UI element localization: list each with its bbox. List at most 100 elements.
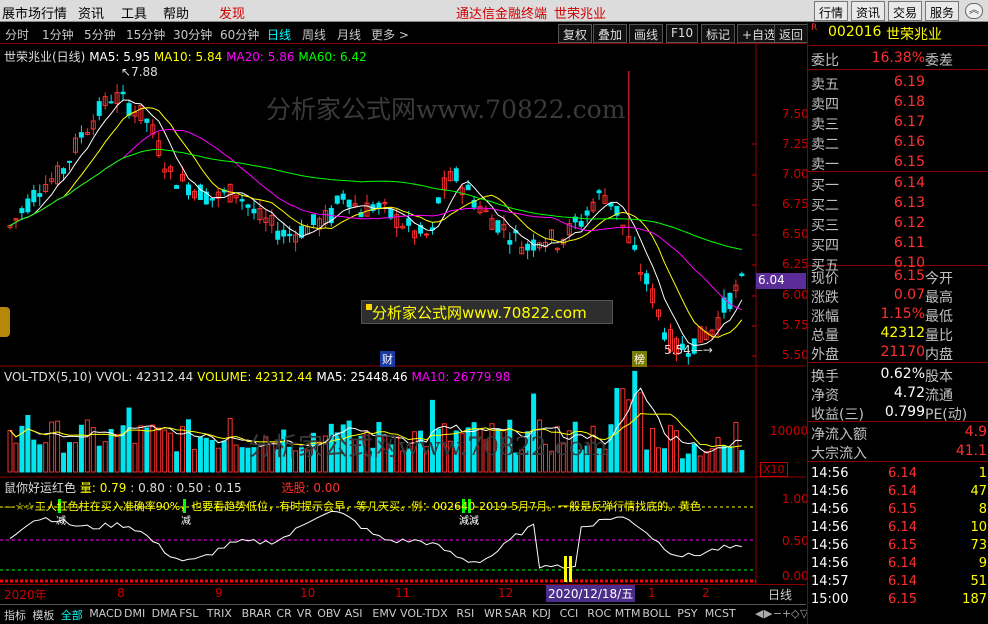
overlay-button[interactable]: 叠加 <box>593 24 628 43</box>
sell-level-row[interactable]: 卖一 6.15 <box>808 153 988 173</box>
stat-row: 总量 42312 量比 <box>808 324 988 344</box>
scroll-left-icon[interactable]: ◀ <box>755 607 764 620</box>
tab-more[interactable]: 更多 > <box>371 28 409 42</box>
event-rank-badge[interactable]: 榜 <box>632 351 647 367</box>
candle-body <box>650 288 656 304</box>
tab-15min[interactable]: 15分钟 <box>126 28 166 42</box>
volume-bar <box>638 392 644 473</box>
event-finance-badge[interactable]: 财 <box>380 351 395 367</box>
indicator-tab[interactable]: BOLL <box>642 607 671 620</box>
quote-button[interactable]: 行情 <box>814 1 849 21</box>
tab-30min[interactable]: 30分钟 <box>173 28 213 42</box>
volume-bar <box>632 370 638 473</box>
indicator-tab[interactable]: WR <box>484 607 503 620</box>
indicator-tab[interactable]: SAR <box>504 607 527 620</box>
indicator-tab[interactable]: DMA <box>151 607 178 620</box>
menu-market[interactable]: 展市场行情 <box>2 7 68 22</box>
indicator-tab[interactable]: 全部 <box>60 609 83 622</box>
sell-level-row[interactable]: 卖四 6.18 <box>808 93 988 113</box>
indicator-tab[interactable]: BRAR <box>241 607 272 620</box>
indicator-tab[interactable]: MTM <box>614 607 641 620</box>
indicator-tab[interactable]: PSY <box>677 607 698 620</box>
buy-level-row[interactable]: 买一 6.14 <box>808 174 988 194</box>
indicator-tab[interactable]: KDJ <box>532 607 551 620</box>
volume-bar <box>703 451 709 473</box>
buy-level-row[interactable]: 买五 6.10 <box>808 254 988 274</box>
service-button[interactable]: 服务 <box>925 1 960 21</box>
volume-bar <box>13 442 19 473</box>
indicator-tab[interactable]: MCST <box>704 607 736 620</box>
tab-1min[interactable]: 1分钟 <box>42 28 74 42</box>
indicator-tab[interactable]: ROC <box>587 607 612 620</box>
indicator-tab[interactable]: RSI <box>456 607 475 620</box>
fin-label-2: 股本 <box>925 369 953 385</box>
candle-body <box>495 220 501 233</box>
diamond-icon[interactable]: ◇ <box>791 607 800 620</box>
candle-body <box>519 246 525 255</box>
indicator-tab[interactable]: FSL <box>179 607 199 620</box>
menu-down-icon[interactable]: ▽ <box>800 607 809 620</box>
tab-monthly[interactable]: 月线 <box>337 28 362 42</box>
menu-help[interactable]: 帮助 <box>163 7 190 22</box>
indicator-title: 鼠你好运红色 <box>4 481 77 495</box>
high-price-marker: ↖7.88 <box>121 65 158 79</box>
stat-row: 现价 6.15 今开 <box>808 267 988 287</box>
buy-level-row[interactable]: 买三 6.12 <box>808 214 988 234</box>
indicator-tab[interactable]: ASI <box>344 607 363 620</box>
indicator-tab[interactable]: OBV <box>317 607 341 620</box>
sell-level-label: 卖四 <box>811 97 839 113</box>
collapse-chevron-icon[interactable]: ︽ <box>965 3 983 19</box>
tab-weekly[interactable]: 周线 <box>302 28 327 42</box>
indicator-tab[interactable]: VOL-TDX <box>400 607 448 620</box>
high-arrow-icon: ↖ <box>121 65 132 79</box>
candle-body <box>364 202 370 217</box>
sell-level-row[interactable]: 卖三 6.17 <box>808 113 988 133</box>
menu-tools[interactable]: 工具 <box>121 7 148 22</box>
candle-body <box>489 218 495 230</box>
menu-discover[interactable]: 发现 <box>219 7 246 22</box>
tab-5min[interactable]: 5分钟 <box>84 28 116 42</box>
candle-body <box>673 338 679 355</box>
back-button[interactable]: 返回 <box>774 24 809 43</box>
indicator-tab[interactable]: VR <box>296 607 312 620</box>
trade-button[interactable]: 交易 <box>888 1 923 21</box>
menu-news[interactable]: 资讯 <box>78 7 105 22</box>
side-expand-handle[interactable] <box>0 307 10 337</box>
indicator-tab[interactable]: TRIX <box>206 607 232 620</box>
indicator-tab[interactable]: DMI <box>124 607 146 620</box>
candle-body <box>709 329 715 336</box>
candle-body <box>406 218 412 226</box>
tab-daily[interactable]: 日线 <box>267 28 292 42</box>
indicator-tab[interactable]: EMV <box>372 607 397 620</box>
add-favorite-button[interactable]: +自选 <box>737 24 782 43</box>
indicator-tab[interactable]: CCI <box>559 607 579 620</box>
draw-line-button[interactable]: 画线 <box>629 24 664 43</box>
buy-level-row[interactable]: 买四 6.11 <box>808 234 988 254</box>
indicator-tab[interactable]: 模板 <box>32 609 55 622</box>
kline-chart[interactable] <box>0 44 806 604</box>
candle-body <box>340 193 346 200</box>
adjust-button[interactable]: 复权 <box>558 24 593 43</box>
info-button[interactable]: 资讯 <box>851 1 886 21</box>
tab-60min[interactable]: 60分钟 <box>220 28 260 42</box>
buy-level-row[interactable]: 买二 6.13 <box>808 194 988 214</box>
zoom-out-icon[interactable]: − <box>773 607 783 620</box>
y-tick-main: 6.00 <box>782 288 809 302</box>
scroll-right-icon[interactable]: ▶ <box>764 607 773 620</box>
zoom-in-icon[interactable]: + <box>782 607 792 620</box>
tab-intraday[interactable]: 分时 <box>5 28 30 42</box>
sell-level-row[interactable]: 卖二 6.16 <box>808 133 988 153</box>
mark-button[interactable]: 标记 <box>701 24 736 43</box>
sell-level-row[interactable]: 卖五 6.19 <box>808 73 988 93</box>
volume-bar <box>507 419 513 473</box>
fin-value: 0.799 <box>884 404 925 420</box>
indicator-tab[interactable]: MACD <box>89 607 123 620</box>
indicator-tab[interactable]: CR <box>276 607 292 620</box>
volume-bar <box>150 424 156 473</box>
volume-bar <box>257 443 263 473</box>
fin-row: 净资 4.72 流通 <box>808 384 988 404</box>
chart-area[interactable]: 世荣兆业(日线) MA5: 5.95 MA10: 5.84 MA20: 5.86… <box>0 44 809 604</box>
volume-bar <box>531 393 537 473</box>
f10-button[interactable]: F10 <box>666 24 699 43</box>
indicator-tab[interactable]: 指标 <box>4 609 26 622</box>
